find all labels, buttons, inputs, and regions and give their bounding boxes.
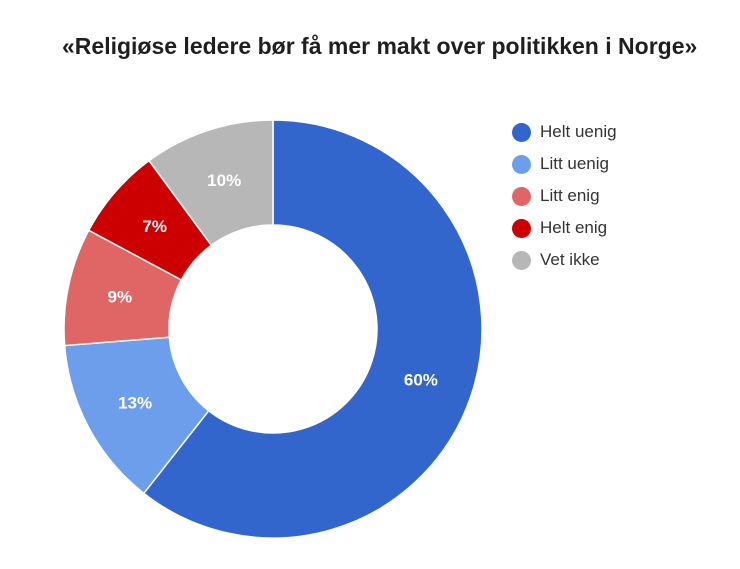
legend-swatch bbox=[512, 250, 531, 270]
legend-swatch bbox=[512, 122, 531, 142]
slice-label-helt-enig: 7% bbox=[142, 217, 167, 236]
slice-label-litt-enig: 9% bbox=[108, 287, 133, 306]
legend-item-helt-enig: Helt enig bbox=[512, 212, 617, 244]
legend-item-litt-uenig: Litt uenig bbox=[512, 148, 617, 180]
legend-swatch bbox=[512, 154, 531, 174]
legend-label: Vet ikke bbox=[540, 250, 600, 269]
chart-legend: Helt uenig Litt uenig Litt enig Helt enig Ve… bbox=[512, 116, 617, 276]
legend-swatch bbox=[512, 186, 531, 206]
slice-helt-uenig bbox=[142, 119, 483, 539]
legend-item-vet-ikke: Vet ikke bbox=[512, 244, 617, 276]
legend-item-helt-uenig: Helt uenig bbox=[512, 116, 617, 148]
slice-vet-ikke bbox=[148, 119, 274, 247]
legend-label: Helt uenig bbox=[540, 122, 617, 141]
legend-label: Helt enig bbox=[540, 218, 608, 237]
slice-label-vet-ikke: 10% bbox=[207, 171, 241, 190]
legend-label: Litt enig bbox=[540, 186, 600, 205]
legend-item-litt-enig: Litt enig bbox=[512, 180, 617, 212]
slice-label-litt-uenig: 13% bbox=[118, 393, 152, 412]
legend-label: Litt uenig bbox=[540, 154, 609, 173]
legend-swatch bbox=[512, 218, 531, 238]
chart-title: «Religiøse ledere bør få mer makt over p… bbox=[62, 33, 698, 59]
slice-label-helt-uenig: 60% bbox=[404, 371, 438, 390]
